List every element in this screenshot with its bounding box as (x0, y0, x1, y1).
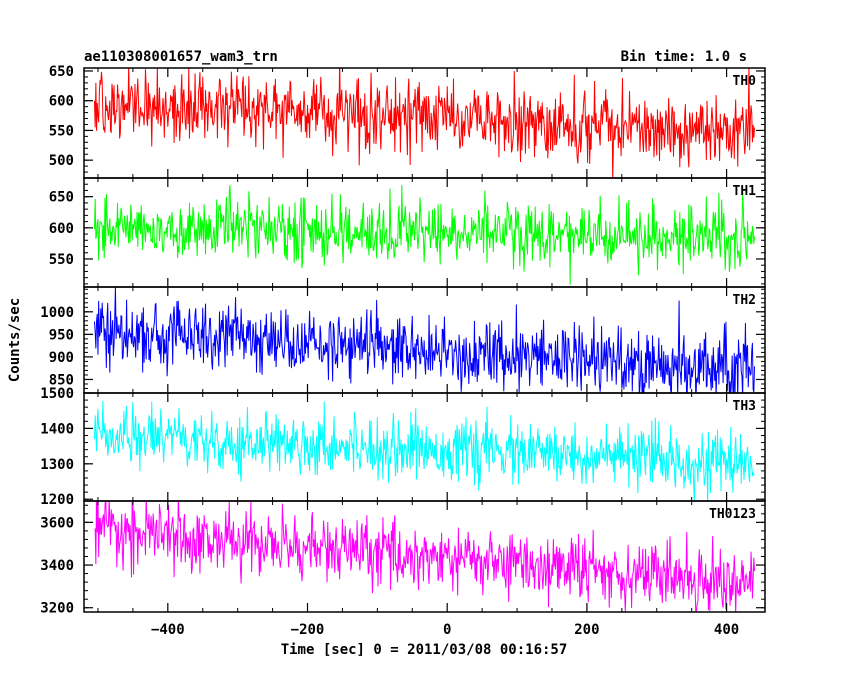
panel-th2: 850 900 950 1000 TH2 (40, 286, 766, 394)
y-tick-label: 550 (49, 123, 74, 139)
y-tick-label: 3200 (40, 601, 74, 617)
series-line-th0 (93, 68, 756, 178)
panel-th0: 500 550 600 650 TH0 (49, 64, 766, 179)
x-axis-label: Time [sec] 0 = 2011/03/08 00:16:57 (281, 642, 568, 658)
series-line-th1 (93, 185, 756, 285)
y-tick-label: 500 (49, 153, 74, 169)
x-tick-label: 0 (443, 622, 451, 638)
y-tick-label: 1300 (40, 457, 74, 473)
panel-label-th3: TH3 (733, 399, 756, 414)
series-line-th2 (93, 287, 756, 393)
y-tick-label: 3600 (40, 515, 74, 531)
chart-title: ae110308001657_wam3_trn (84, 49, 278, 65)
y-tick-label: 1000 (40, 305, 74, 321)
y-tick-label: 900 (49, 350, 74, 366)
panel-label-th0: TH0 (733, 74, 757, 89)
y-tick-label: 650 (49, 190, 74, 206)
y-tick-label: 3400 (40, 558, 74, 574)
x-axis: −400 −200 0 200 400 (151, 622, 739, 638)
bin-time-label: Bin time: 1.0 s (621, 49, 747, 65)
y-tick-label: 1500 (40, 386, 74, 402)
y-tick-label: 550 (49, 252, 74, 268)
y-tick-label: 950 (49, 327, 74, 343)
y-tick-label: 1200 (40, 492, 74, 508)
panel-th1: 550 600 650 TH1 (49, 177, 766, 288)
series-line-th3 (93, 401, 755, 501)
panel-label-th1: TH1 (733, 184, 757, 199)
panel-th3: 1200 1300 1400 1500 TH3 (40, 386, 766, 508)
x-tick-label: 400 (714, 622, 739, 638)
y-tick-label: 600 (49, 94, 74, 110)
x-tick-label: −400 (151, 622, 185, 638)
y-tick-label: 1400 (40, 421, 74, 437)
panels-group: 500 550 600 650 TH0 550 600 650 TH1 850 900 950 1000… (40, 64, 766, 617)
series-line-th0123 (94, 501, 756, 612)
y-tick-label: 600 (49, 221, 74, 237)
x-tick-label: −200 (291, 622, 325, 638)
panel-th0123: 3200 3400 3600 TH0123 (40, 500, 766, 617)
panel-label-th0123: TH0123 (709, 507, 756, 522)
panel-label-th2: TH2 (733, 293, 756, 308)
y-tick-label: 850 (49, 372, 74, 388)
y-axis-label: Counts/sec (7, 298, 23, 382)
x-tick-label: 200 (574, 622, 599, 638)
y-tick-label: 650 (49, 64, 74, 80)
